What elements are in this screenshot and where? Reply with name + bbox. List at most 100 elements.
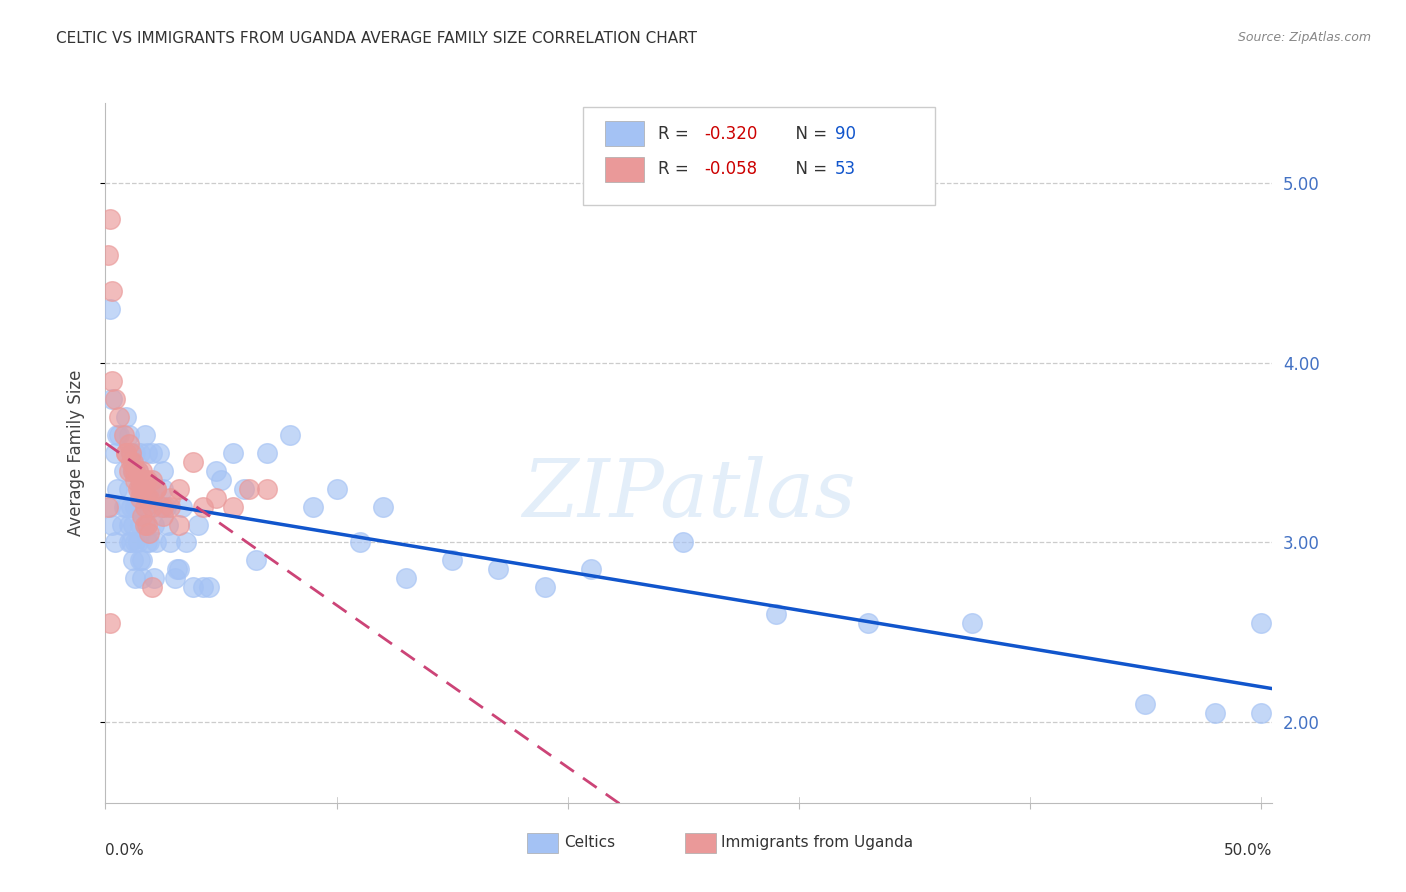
Point: [105, 482, 128, 496]
Point: [131, 464, 153, 478]
Point: [112, 500, 135, 514]
Point: [112, 464, 135, 478]
Point: [205, 464, 228, 478]
Point: [134, 517, 156, 532]
Point: [120, 455, 142, 469]
Point: [138, 491, 160, 505]
Text: Source: ZipAtlas.com: Source: ZipAtlas.com: [1237, 31, 1371, 45]
Point: [115, 446, 138, 460]
Point: [129, 473, 152, 487]
Point: [181, 455, 204, 469]
Point: [98, 500, 121, 514]
Point: [245, 553, 267, 567]
Point: [672, 535, 695, 549]
Point: [149, 500, 172, 514]
Point: [169, 482, 191, 496]
Point: [221, 446, 243, 460]
Text: Celtics: Celtics: [564, 836, 614, 850]
Point: [104, 392, 127, 406]
Point: [98, 301, 121, 316]
Point: [1135, 697, 1157, 711]
Point: [131, 482, 153, 496]
Text: ZIPatlas: ZIPatlas: [522, 456, 856, 533]
Text: R =: R =: [658, 161, 695, 178]
Point: [122, 464, 145, 478]
Text: R =: R =: [658, 125, 695, 143]
Text: N =: N =: [785, 125, 832, 143]
Y-axis label: Average Family Size: Average Family Size: [66, 369, 84, 536]
Point: [191, 580, 214, 594]
Point: [124, 464, 146, 478]
Point: [395, 571, 418, 585]
Point: [117, 535, 139, 549]
Point: [131, 482, 153, 496]
Point: [129, 446, 152, 460]
Point: [856, 616, 879, 631]
Point: [129, 482, 152, 496]
Point: [122, 517, 145, 532]
Point: [148, 446, 170, 460]
Point: [104, 446, 127, 460]
Point: [141, 500, 163, 514]
Text: -0.058: -0.058: [704, 161, 758, 178]
Point: [122, 455, 145, 469]
Point: [122, 553, 145, 567]
Text: CELTIC VS IMMIGRANTS FROM UGANDA AVERAGE FAMILY SIZE CORRELATION CHART: CELTIC VS IMMIGRANTS FROM UGANDA AVERAGE…: [56, 31, 697, 46]
Point: [127, 500, 149, 514]
Point: [960, 616, 983, 631]
Point: [127, 464, 149, 478]
Point: [97, 248, 120, 262]
Point: [221, 500, 243, 514]
Point: [124, 535, 146, 549]
Point: [136, 473, 159, 487]
Point: [127, 482, 149, 496]
Point: [533, 580, 555, 594]
Point: [371, 500, 394, 514]
Point: [166, 562, 188, 576]
Point: [124, 446, 146, 460]
Point: [136, 491, 159, 505]
Point: [145, 482, 167, 496]
Point: [120, 446, 142, 460]
Text: 53: 53: [835, 161, 856, 178]
Point: [98, 212, 121, 227]
Text: N =: N =: [785, 161, 832, 178]
Point: [159, 491, 181, 505]
Point: [198, 580, 221, 594]
Point: [181, 580, 204, 594]
Point: [159, 535, 181, 549]
Point: [141, 446, 163, 460]
Text: 50.0%: 50.0%: [1225, 843, 1272, 858]
Point: [105, 427, 128, 442]
Point: [117, 464, 139, 478]
Point: [145, 482, 167, 496]
Point: [136, 446, 159, 460]
Point: [131, 508, 153, 523]
Point: [101, 374, 124, 388]
Point: [115, 500, 138, 514]
Point: [765, 607, 787, 622]
Text: -0.320: -0.320: [704, 125, 758, 143]
Point: [159, 500, 181, 514]
Point: [1250, 616, 1272, 631]
Point: [441, 553, 464, 567]
Point: [124, 473, 146, 487]
Point: [131, 571, 153, 585]
Point: [238, 482, 260, 496]
Point: [155, 500, 177, 514]
Point: [122, 464, 145, 478]
Point: [152, 500, 174, 514]
Point: [134, 473, 156, 487]
Point: [205, 491, 228, 505]
Point: [127, 535, 149, 549]
Point: [131, 482, 153, 496]
Point: [169, 562, 191, 576]
Point: [141, 500, 163, 514]
Point: [131, 553, 153, 567]
Point: [129, 553, 152, 567]
Point: [141, 473, 163, 487]
Point: [136, 535, 159, 549]
Point: [145, 482, 167, 496]
Point: [156, 517, 179, 532]
Text: 90: 90: [835, 125, 856, 143]
